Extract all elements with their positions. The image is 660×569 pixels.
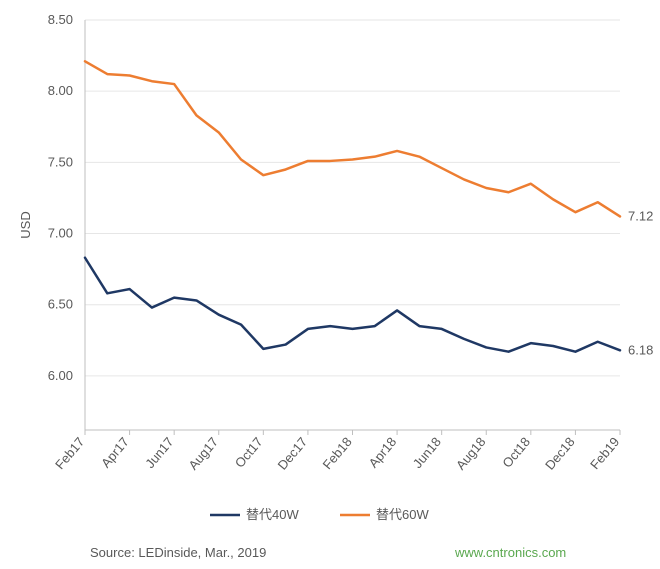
- y-tick-label: 6.50: [48, 297, 73, 312]
- series-end-label: 6.18: [628, 342, 653, 357]
- y-tick-label: 7.00: [48, 226, 73, 241]
- y-tick-label: 6.00: [48, 368, 73, 383]
- source-note: Source: LEDinside, Mar., 2019: [90, 545, 266, 560]
- site-url: www.cntronics.com: [455, 545, 566, 560]
- line-chart: 6.006.507.007.508.008.50Feb17Apr17Jun17A…: [0, 0, 660, 569]
- chart-container: 6.006.507.007.508.008.50Feb17Apr17Jun17A…: [0, 0, 660, 569]
- series-end-label: 7.12: [628, 208, 653, 223]
- y-axis-label: USD: [18, 211, 33, 238]
- legend-label: 替代40W: [246, 507, 299, 522]
- legend-label: 替代60W: [376, 507, 429, 522]
- y-tick-label: 8.00: [48, 83, 73, 98]
- y-tick-label: 8.50: [48, 12, 73, 27]
- y-tick-label: 7.50: [48, 154, 73, 169]
